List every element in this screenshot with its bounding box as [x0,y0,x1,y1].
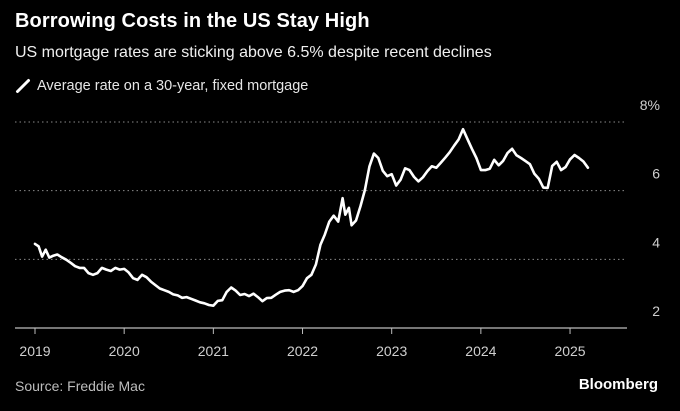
y-tick-label: 4 [652,234,660,250]
y-tick-label: 8% [640,97,660,113]
y-axis: 2 4 6 8% [640,97,660,319]
source-note: Source: Freddie Mac [15,378,145,394]
x-tick-label: 2025 [554,343,585,359]
x-axis: 2019 2020 2021 2022 2023 2024 2025 [19,328,586,359]
x-tick-label: 2024 [465,343,496,359]
series-layer [33,127,590,307]
y-tick-label: 6 [652,166,660,182]
series-line-0 [33,127,590,307]
x-tick-label: 2022 [287,343,318,359]
y-tick-label: 2 [652,303,660,319]
gridlines [15,121,627,329]
x-tick-label: 2021 [198,343,229,359]
chart-title: Borrowing Costs in the US Stay High [15,10,370,32]
bloomberg-logo: Bloomberg [578,376,658,393]
x-tick-label: 2020 [109,343,140,359]
x-tick-label: 2023 [376,343,407,359]
legend-line-swatch-icon [16,79,30,93]
legend: Average rate on a 30-year, fixed mortgag… [15,78,308,94]
chart-subtitle: US mortgage rates are sticking above 6.5… [15,44,492,61]
x-tick-label: 2019 [19,343,50,359]
legend-label: Average rate on a 30-year, fixed mortgag… [37,78,309,94]
